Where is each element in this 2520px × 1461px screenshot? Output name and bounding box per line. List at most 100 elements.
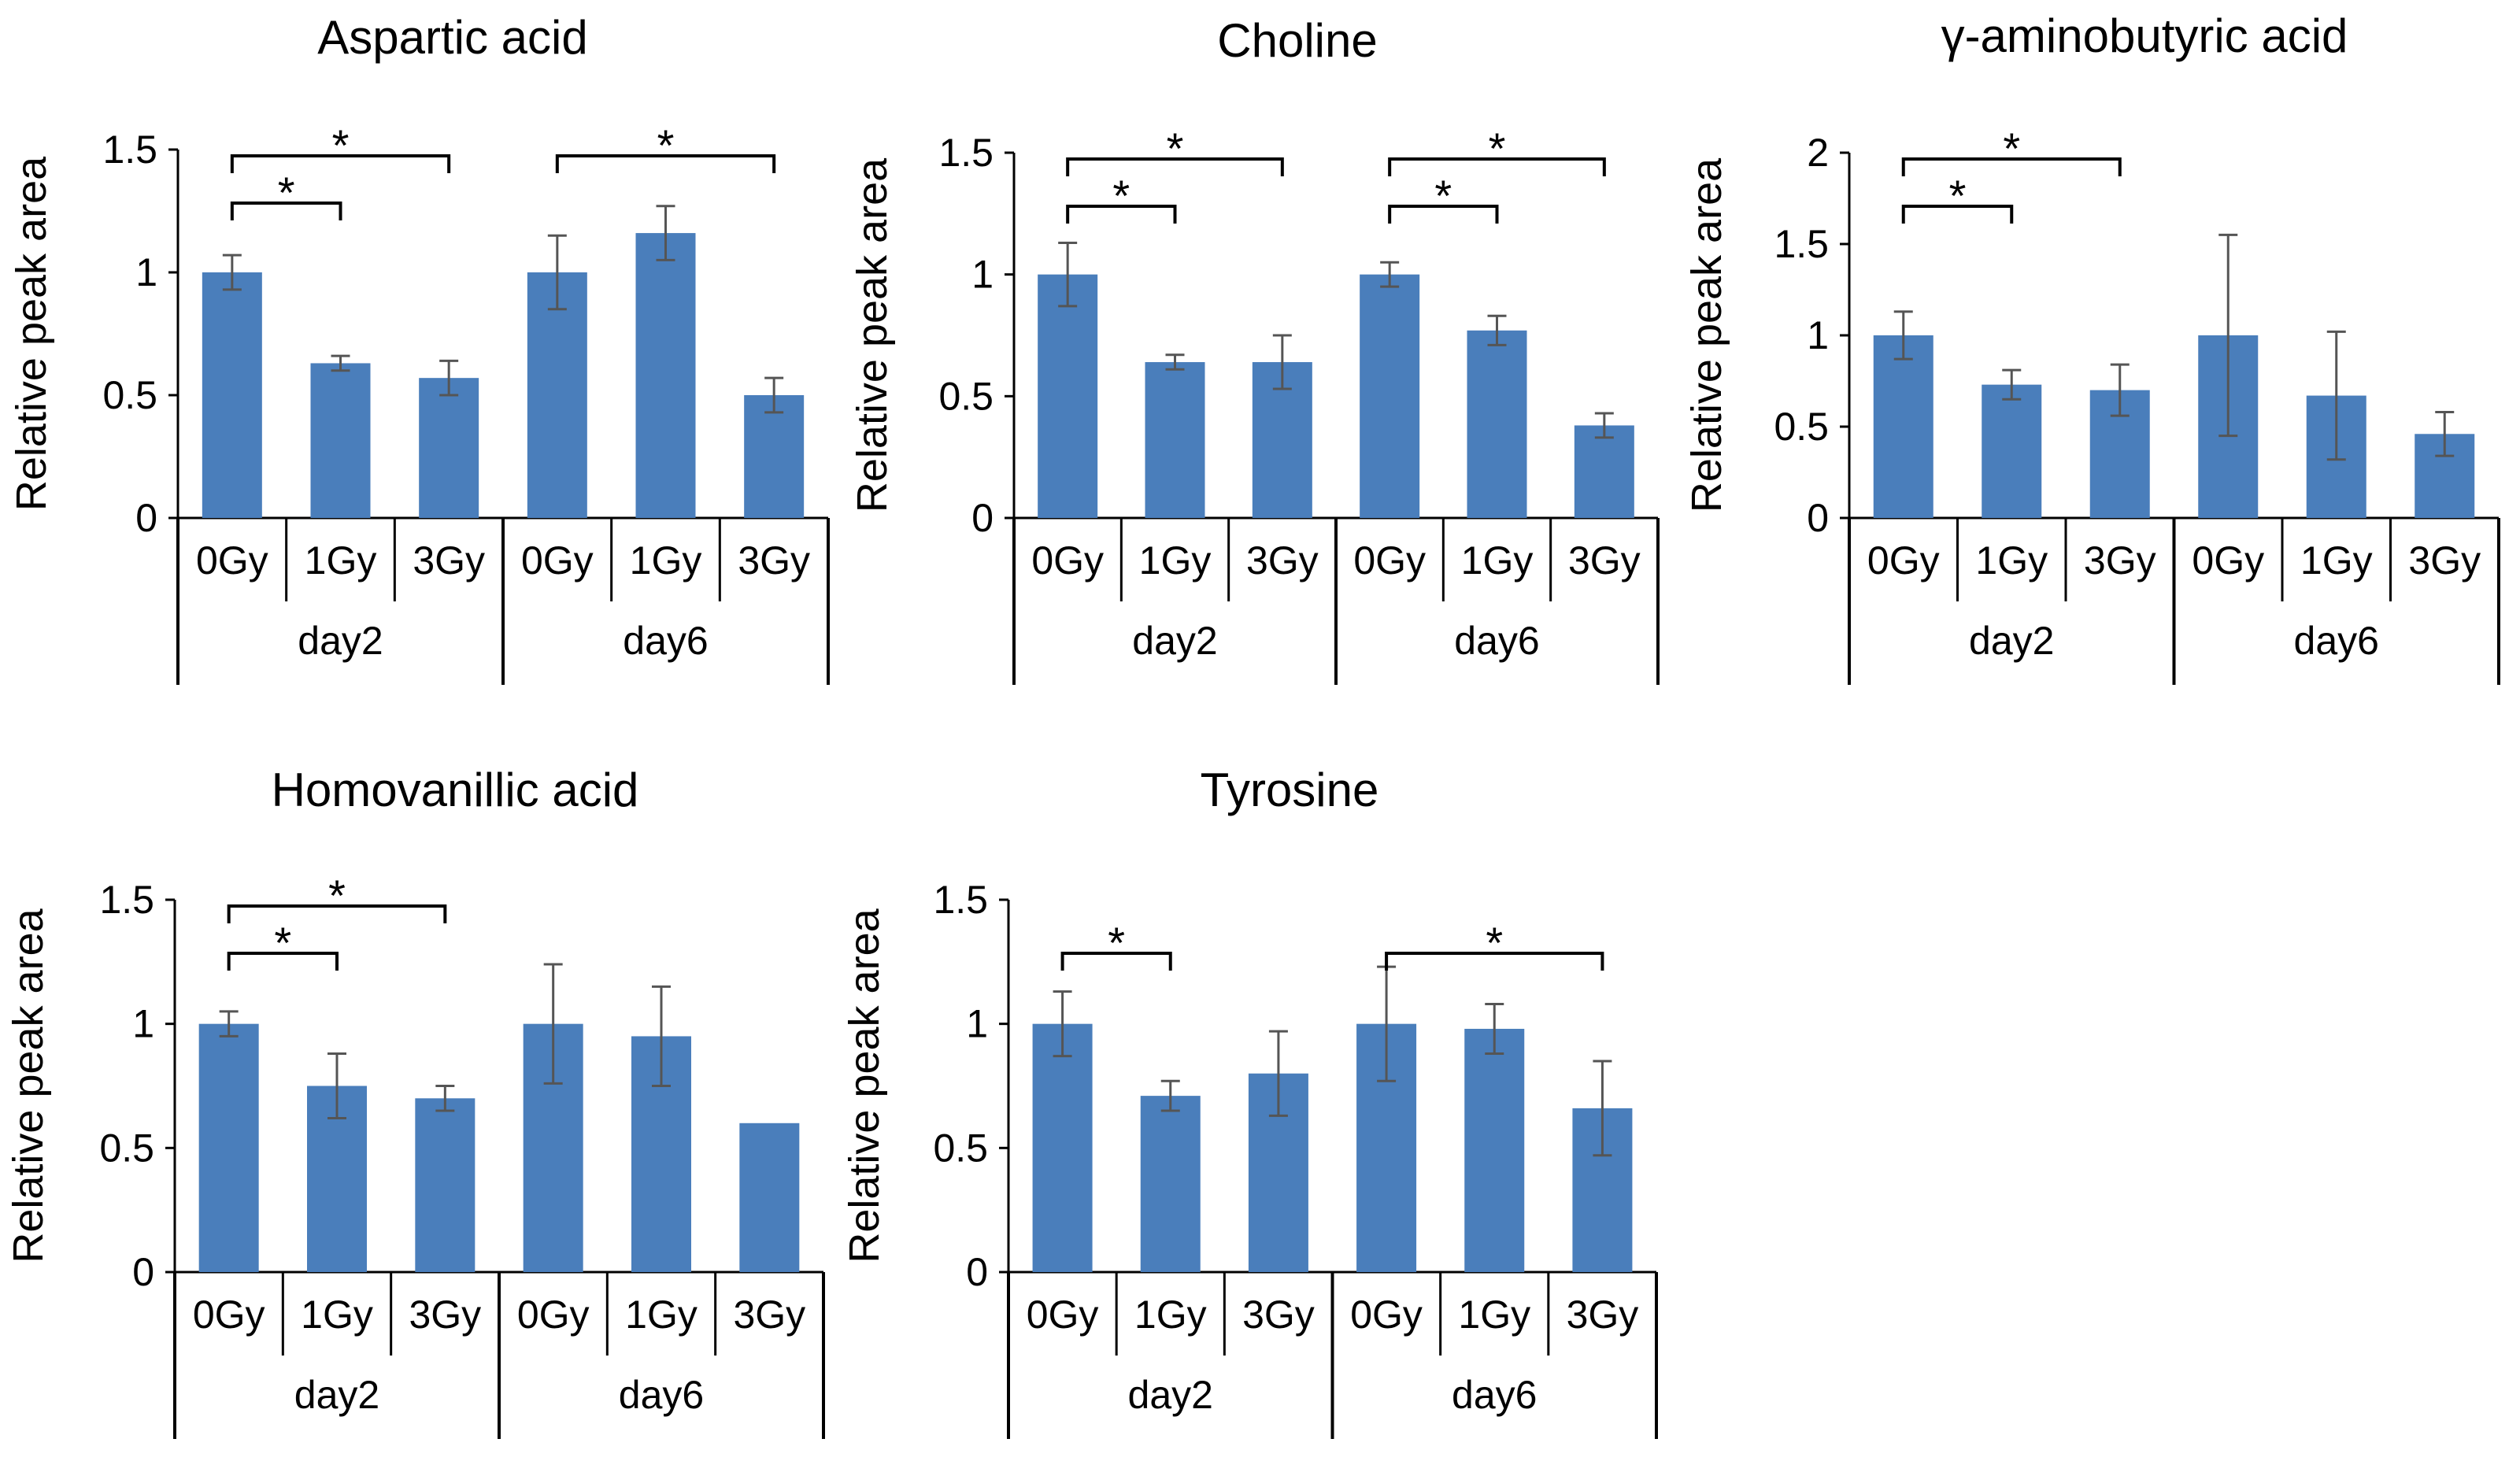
y-axis-label: Relative peak area <box>5 908 52 1263</box>
significance-bracket <box>1385 952 1604 971</box>
chart-title: Aspartic acid <box>317 11 587 64</box>
significance-bracket <box>230 154 451 173</box>
x-tick-label: 1Gy <box>301 1293 373 1337</box>
x-tick-label: 1Gy <box>630 538 702 583</box>
group-label: day2 <box>1969 619 2054 663</box>
significance-star: * <box>1167 124 1184 173</box>
significance-star: * <box>1949 171 1967 220</box>
significance-star: * <box>2003 124 2020 173</box>
y-tick-label: 1.5 <box>102 128 157 172</box>
x-tick-label: 1Gy <box>1458 1293 1530 1337</box>
x-tick-label: 1Gy <box>1975 538 2048 583</box>
group-label: day6 <box>623 619 708 663</box>
chart-panels: Aspartic acid Relative peak area 0 0.5 1 1.5 0… <box>5 9 2500 1439</box>
significance-star: * <box>1434 171 1452 220</box>
x-tick-label: 3Gy <box>409 1293 481 1337</box>
significance-bracket <box>230 202 342 220</box>
significance-star: * <box>274 918 291 967</box>
x-tick-label: 1Gy <box>1461 538 1534 583</box>
bar <box>1467 330 1527 518</box>
x-tick-label: 1Gy <box>1139 538 1212 583</box>
group-label: day6 <box>1454 619 1539 663</box>
significance-star: * <box>328 871 346 920</box>
chart-title: Choline <box>1217 14 1377 67</box>
y-tick-label: 1 <box>971 253 994 297</box>
x-tick-label: 0Gy <box>1350 1293 1423 1337</box>
x-tick-label: 0Gy <box>1027 1293 1099 1337</box>
y-tick-label: 1 <box>1807 313 1829 357</box>
x-tick-label: 3Gy <box>2408 538 2481 583</box>
group-label: day6 <box>1452 1373 1537 1417</box>
y-axis-label: Relative peak area <box>1683 157 1730 512</box>
x-tick-label: 3Gy <box>1246 538 1319 583</box>
y-axis-label: Relative peak area <box>849 157 896 512</box>
bar <box>419 378 479 518</box>
x-tick-label: 3Gy <box>1568 538 1641 583</box>
bar <box>739 1123 800 1272</box>
chart-panel: Choline Relative peak area 0 0.5 1 1.5 0Gy 1Gy 3… <box>849 14 1660 685</box>
y-tick-label: 1.5 <box>938 131 994 175</box>
bar <box>1873 335 1933 518</box>
significance-star: * <box>332 120 350 170</box>
group-label: day2 <box>1128 1373 1213 1417</box>
group-label: day2 <box>298 619 383 663</box>
x-tick-label: 0Gy <box>521 538 594 583</box>
x-tick-label: 0Gy <box>193 1293 265 1337</box>
y-axis-label: Relative peak area <box>841 908 888 1263</box>
x-tick-label: 1Gy <box>625 1293 698 1337</box>
x-tick-label: 1Gy <box>2300 538 2373 583</box>
significance-bracket <box>555 154 776 173</box>
bar <box>310 363 371 518</box>
chart-panel: Tyrosine Relative peak area 0 0.5 1 1.5 0Gy 1Gy… <box>841 764 1658 1439</box>
x-tick-label: 0Gy <box>1867 538 1940 583</box>
x-tick-label: 3Gy <box>1567 1293 1639 1337</box>
significance-bracket <box>1388 205 1499 224</box>
bar <box>198 1023 259 1272</box>
x-tick-label: 3Gy <box>733 1293 805 1337</box>
x-tick-label: 0Gy <box>1031 538 1104 583</box>
y-tick-label: 1 <box>132 1002 154 1046</box>
significance-bracket <box>1066 157 1284 176</box>
x-tick-label: 3Gy <box>738 538 810 583</box>
bar <box>1038 274 1098 518</box>
group-label: day2 <box>294 1373 379 1417</box>
y-tick-label: 1 <box>135 250 157 294</box>
y-tick-label: 0.5 <box>102 373 157 417</box>
bar <box>1360 274 1420 518</box>
y-tick-label: 0 <box>132 1250 154 1294</box>
significance-bracket <box>1066 205 1177 224</box>
bar <box>527 272 587 518</box>
significance-star: * <box>657 120 675 170</box>
bar <box>1982 384 2042 518</box>
chart-panel: Homovanillic acid Relative peak area 0 0.5 1… <box>5 764 825 1439</box>
chart-panel: Aspartic acid Relative peak area 0 0.5 1 1.5 0… <box>8 11 830 685</box>
bar <box>415 1098 476 1272</box>
y-tick-label: 0 <box>971 496 994 540</box>
chart-title: Tyrosine <box>1201 764 1379 816</box>
bar <box>1464 1028 1525 1272</box>
y-tick-label: 0 <box>966 1250 988 1294</box>
y-tick-label: 0.5 <box>938 374 994 418</box>
y-tick-label: 2 <box>1807 131 1829 175</box>
y-tick-label: 0.5 <box>1774 405 1829 449</box>
significance-star: * <box>1108 918 1125 967</box>
x-tick-label: 0Gy <box>196 538 268 583</box>
group-label: day6 <box>2294 619 2379 663</box>
significance-bracket <box>1901 157 2122 176</box>
bar <box>1140 1096 1201 1272</box>
y-tick-label: 0 <box>1807 496 1829 540</box>
x-tick-label: 3Gy <box>2084 538 2156 583</box>
y-tick-label: 1 <box>966 1002 988 1046</box>
x-tick-label: 1Gy <box>305 538 377 583</box>
x-tick-label: 3Gy <box>413 538 485 583</box>
chart-panel: γ-aminobutyric acid Relative peak area 0 0.… <box>1683 9 2500 685</box>
x-tick-label: 0Gy <box>517 1293 590 1337</box>
chart-title: Homovanillic acid <box>272 764 639 816</box>
bar <box>1032 1023 1093 1272</box>
significance-bracket <box>1060 952 1172 971</box>
y-tick-label: 0 <box>135 496 157 540</box>
significance-bracket <box>227 904 447 923</box>
significance-star: * <box>1489 124 1506 173</box>
group-label: day2 <box>1132 619 1217 663</box>
